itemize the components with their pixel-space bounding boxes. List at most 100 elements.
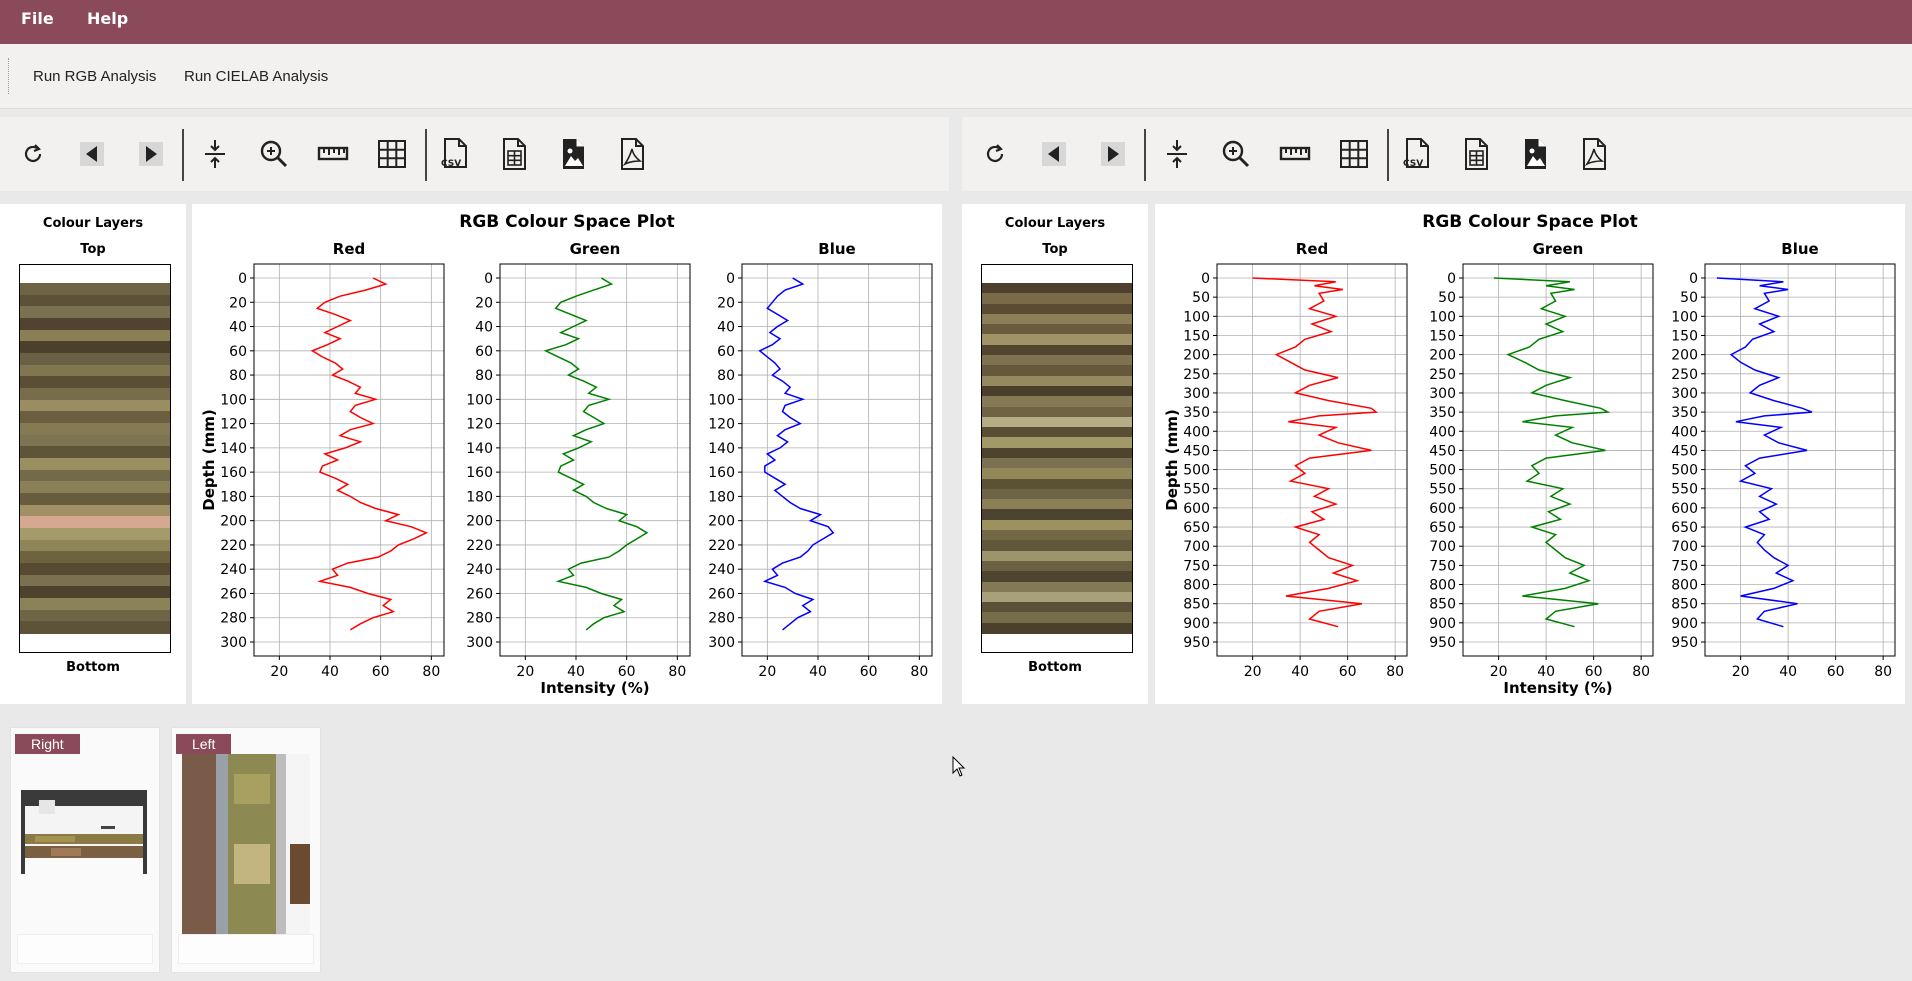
pdf-export-icon[interactable]	[1574, 134, 1614, 174]
menu-help[interactable]: Help	[87, 9, 129, 28]
colour-layer-band	[20, 364, 170, 377]
y-tick-label: 40	[475, 320, 493, 336]
spreadsheet-export-icon[interactable]	[494, 134, 534, 174]
y-tick-label: 240	[220, 562, 247, 578]
colour-layer-band	[20, 493, 170, 506]
y-tick-label: 700	[1429, 539, 1456, 555]
y-tick-label: 800	[1183, 578, 1210, 594]
colour-layer-band	[20, 528, 170, 541]
colour-layer-band	[982, 293, 1132, 305]
x-tick-label: 80	[668, 664, 686, 680]
y-tick-label: 200	[220, 514, 247, 530]
y-tick-label: 80	[717, 368, 735, 384]
x-tick-label: 60	[1585, 664, 1603, 680]
spreadsheet-export-icon[interactable]	[1456, 134, 1496, 174]
image-export-icon[interactable]	[553, 134, 593, 174]
y-axis-label: Depth (mm)	[1163, 409, 1181, 510]
core-tray-photo	[21, 790, 147, 874]
forward-arrow-icon[interactable]	[131, 134, 171, 174]
ruler-icon[interactable]	[1275, 134, 1315, 174]
y-tick-label: 850	[1183, 597, 1210, 613]
y-tick-label: 300	[1183, 386, 1210, 402]
x-tick-label: 20	[1490, 664, 1508, 680]
y-tick-label: 280	[466, 611, 493, 627]
colour-layer-band	[20, 434, 170, 447]
colour-layers-title: Colour Layers	[42, 216, 144, 231]
colour-layer-band	[982, 581, 1132, 593]
right-rgb-plot-panel: RGB Colour Space Plot Depth (mm) Intensity…	[1155, 204, 1905, 704]
y-tick-label: 180	[708, 489, 735, 505]
y-tick-label: 0	[1447, 271, 1456, 287]
pdf-export-icon[interactable]	[612, 134, 652, 174]
y-axis-label: Depth (mm)	[200, 409, 218, 510]
plot-title: RGB Colour Space Plot	[459, 212, 675, 232]
y-tick-label: 250	[1429, 367, 1456, 383]
y-tick-label: 400	[1671, 424, 1698, 440]
colour-layer-band	[20, 376, 170, 389]
left-rgb-plot-panel: RGB Colour Space Plot Depth (mm) Intensity…	[192, 204, 942, 704]
zoom-icon[interactable]	[254, 134, 294, 174]
bottom-label: Bottom	[66, 660, 120, 675]
thumbnail-caption-field[interactable]	[17, 934, 153, 964]
colour-layer-band	[20, 329, 170, 342]
series-line-green	[543, 277, 649, 631]
colour-layer-band	[982, 375, 1132, 387]
subplot-red: Red 0 50 100 150 200 250 300 350 400 450 500 550 600 6…	[1183, 240, 1408, 680]
grid-icon[interactable]	[372, 134, 412, 174]
y-tick-label: 20	[475, 295, 493, 311]
colour-layer-band	[20, 341, 170, 354]
series-line-green	[1493, 277, 1611, 628]
run-rgb-analysis-button[interactable]: Run RGB Analysis	[33, 68, 157, 85]
back-arrow-icon[interactable]	[1034, 134, 1074, 174]
y-tick-label: 450	[1183, 443, 1210, 459]
subplot-blue: Blue 0 50 100 150 200 250 300 350 400 450 500 550 600…	[1671, 240, 1896, 680]
run-cielab-analysis-button[interactable]: Run CIELAB Analysis	[184, 68, 329, 85]
x-tick-label: 40	[1537, 664, 1555, 680]
thumbnail-caption-field[interactable]	[178, 934, 314, 964]
y-tick-label: 500	[1671, 463, 1698, 479]
menu-file[interactable]: File	[21, 9, 54, 28]
csv-export-icon[interactable]: CSV	[435, 134, 475, 174]
y-tick-label: 50	[1192, 290, 1210, 306]
vertical-expand-icon[interactable]	[1157, 134, 1197, 174]
thumbnail-card-left[interactable]: Left	[171, 727, 321, 973]
colour-layer-band	[982, 602, 1132, 613]
zoom-icon[interactable]	[1216, 134, 1256, 174]
vertical-expand-icon[interactable]	[195, 134, 235, 174]
forward-arrow-icon[interactable]	[1093, 134, 1133, 174]
csv-export-icon[interactable]: CSV	[1397, 134, 1437, 174]
grid-icon[interactable]	[1334, 134, 1374, 174]
svg-text:CSV: CSV	[441, 159, 461, 169]
x-tick-label: 40	[567, 664, 585, 680]
y-tick-label: 180	[220, 489, 247, 505]
colour-layer-band	[982, 612, 1132, 624]
y-tick-label: 600	[1183, 501, 1210, 517]
y-tick-label: 200	[1183, 348, 1210, 364]
y-tick-label: 160	[708, 465, 735, 481]
x-tick-label: 40	[1291, 664, 1309, 680]
colour-layer-band	[982, 334, 1132, 346]
subplot-blue: Blue 0 20 40 60 80 100 120 140 160 180 200 220 240 260…	[708, 240, 933, 680]
reset-icon[interactable]	[975, 134, 1015, 174]
image-export-icon[interactable]	[1515, 134, 1555, 174]
y-tick-label: 850	[1671, 597, 1698, 613]
y-tick-label: 120	[220, 417, 247, 433]
y-tick-label: 220	[708, 538, 735, 554]
y-tick-label: 160	[466, 465, 493, 481]
subplot-frame	[1462, 263, 1654, 657]
colour-layer-band	[20, 574, 170, 587]
colour-layer-band	[982, 509, 1132, 521]
y-tick-label: 0	[238, 271, 247, 287]
reset-icon[interactable]	[13, 134, 53, 174]
subplot-title: Red	[1296, 240, 1328, 258]
ruler-icon[interactable]	[313, 134, 353, 174]
x-tick-label: 60	[618, 664, 636, 680]
back-arrow-icon[interactable]	[72, 134, 112, 174]
x-tick-label: 20	[516, 664, 534, 680]
subplot-green: Green 0 20 40 60 80 100 120 140 160 180 200 220 240 26…	[466, 240, 691, 680]
x-tick-label: 60	[860, 664, 878, 680]
y-tick-label: 500	[1429, 463, 1456, 479]
y-tick-label: 60	[475, 344, 493, 360]
y-tick-label: 60	[717, 344, 735, 360]
thumbnail-card-right[interactable]: Right	[10, 727, 160, 973]
